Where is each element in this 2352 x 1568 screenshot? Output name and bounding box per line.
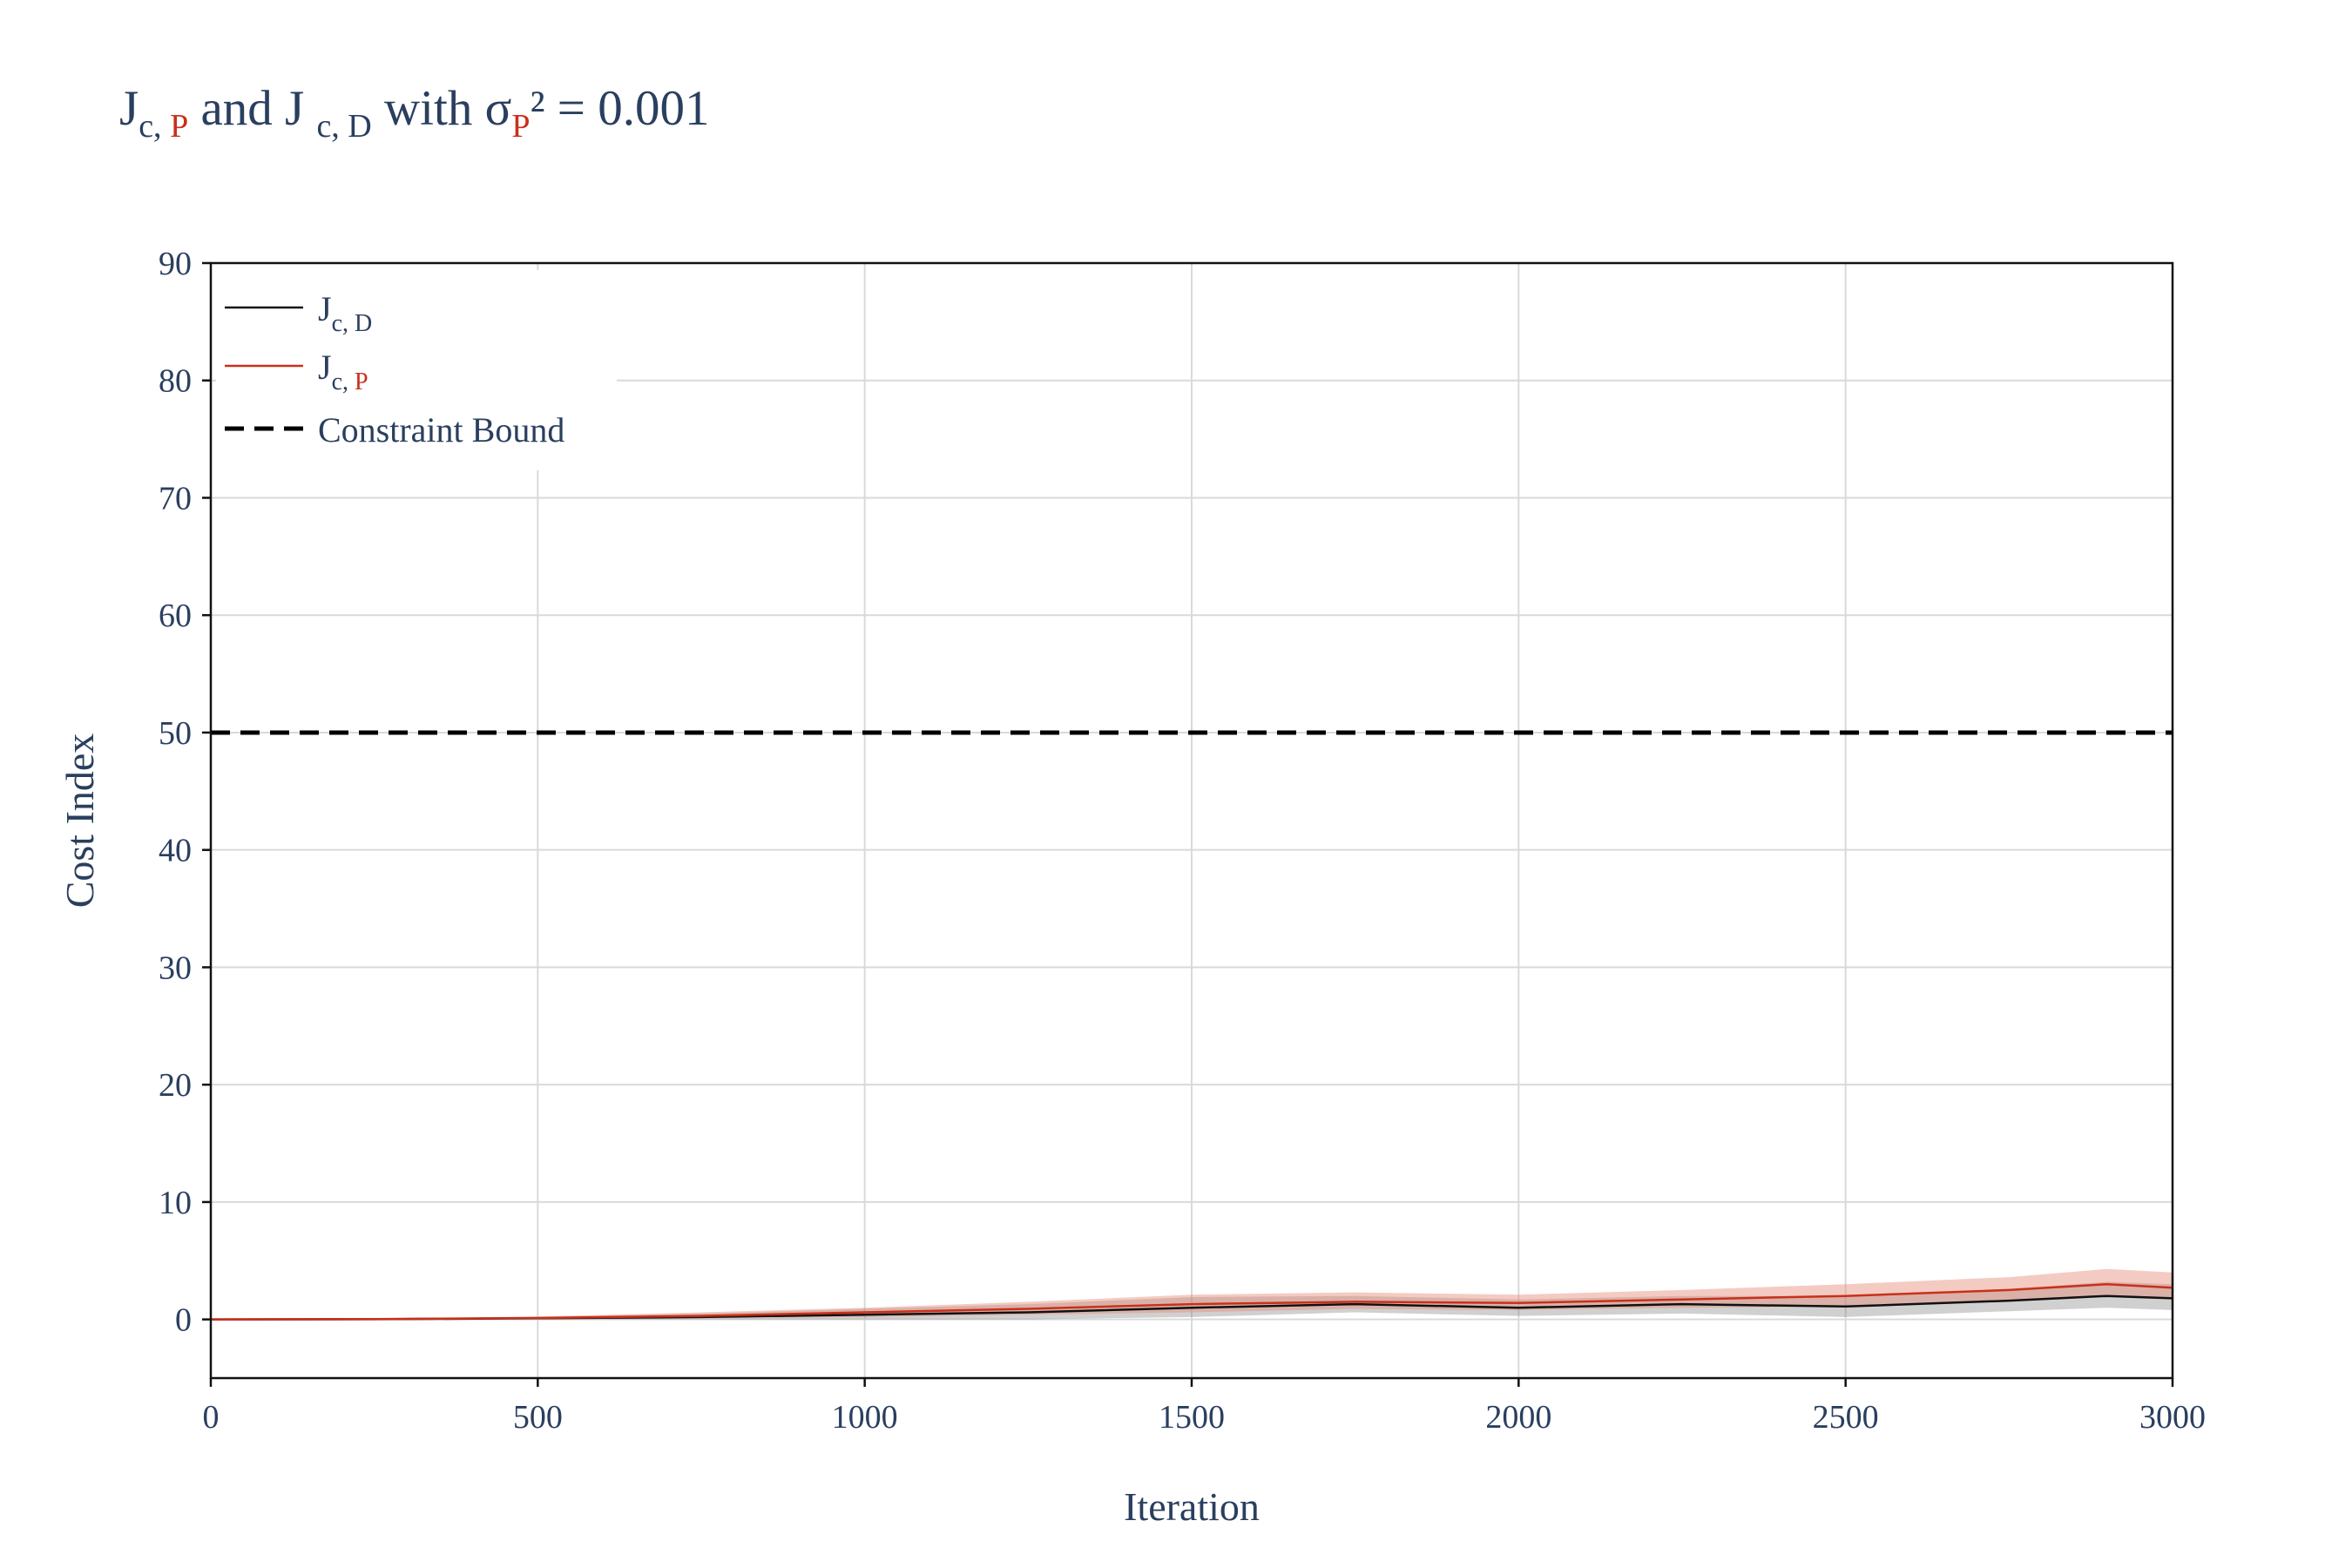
confidence-bands [211, 1268, 2173, 1320]
title-and: and J [188, 81, 317, 136]
y-tick-label: 90 [159, 246, 192, 282]
legend-jcp-main: J [318, 348, 332, 387]
legend-label-bound: Constraint Bound [318, 410, 564, 449]
legend-label-jcd: Jc, D [318, 289, 372, 337]
title-sub-c: c, [139, 108, 171, 145]
x-tick-label: 1500 [1159, 1399, 1225, 1436]
y-tick-label: 80 [159, 363, 192, 400]
y-tick-label: 0 [175, 1302, 192, 1339]
series-band-1 [211, 1268, 2173, 1320]
x-tick-label: 3000 [2139, 1399, 2206, 1436]
x-tick-label: 0 [203, 1399, 220, 1436]
legend-jcp-sub-c: c, [332, 368, 355, 395]
legend-jcd-main: J [318, 289, 332, 328]
y-tick-label: 10 [159, 1185, 192, 1221]
chart-title: Jc, P and J c, D with σP² = 0.001 [119, 80, 709, 145]
y-tick-label: 70 [159, 480, 192, 517]
title-sub-cd: c, D [316, 108, 372, 145]
y-tick-label: 40 [159, 833, 192, 869]
y-tick-label: 60 [159, 598, 192, 634]
x-axis-title: Iteration [1124, 1484, 1260, 1529]
legend-background [216, 270, 617, 470]
title-with: with σ [371, 81, 512, 136]
title-j: J [119, 81, 139, 136]
series-band-0 [211, 1281, 2173, 1320]
series-line-1 [210, 1282, 2173, 1321]
y-tick-label: 30 [159, 950, 192, 986]
legend-label-jcp: Jc, P [318, 348, 368, 395]
series-lines [210, 730, 2173, 1321]
y-tick-label: 50 [159, 715, 192, 752]
legend-jcd-sub: c, D [332, 310, 373, 337]
legend: Jc, D Jc, P Constraint Bound [216, 270, 617, 470]
y-tick-label: 20 [159, 1067, 192, 1104]
legend-jcp-sub-p: P [355, 368, 368, 395]
axis-ticks: 0 500 1000 1500 2000 2500 3000 0 10 20 30 40 50 60 70 8… [159, 246, 2206, 1436]
title-sub-p: P [170, 108, 189, 145]
title-sigma-sub: P [511, 108, 531, 145]
x-tick-label: 2000 [1485, 1399, 1551, 1436]
x-tick-label: 2500 [1813, 1399, 1879, 1436]
x-tick-label: 500 [513, 1399, 563, 1436]
y-axis-title: Cost Index [57, 733, 102, 909]
title-rest: ² = 0.001 [530, 81, 710, 136]
x-tick-label: 1000 [832, 1399, 898, 1436]
